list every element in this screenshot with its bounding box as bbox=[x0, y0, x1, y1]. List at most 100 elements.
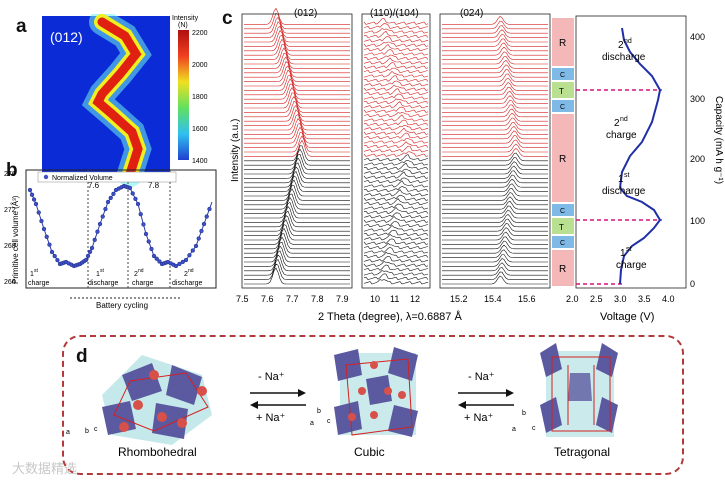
segment-word: discharge bbox=[172, 280, 202, 287]
xrd-trace bbox=[363, 186, 429, 192]
panel-b-label: b bbox=[6, 160, 18, 181]
xrd-trace bbox=[442, 275, 548, 285]
xrd-trace bbox=[244, 157, 350, 175]
volume-point bbox=[108, 195, 113, 201]
xrd-trace bbox=[363, 93, 429, 100]
axis-label: b bbox=[522, 410, 526, 417]
phase-label: T bbox=[559, 223, 564, 232]
xrd-trace bbox=[442, 20, 548, 30]
xrd-trace bbox=[442, 64, 548, 74]
axis-label: a bbox=[310, 420, 314, 427]
xrd-trace bbox=[442, 60, 548, 69]
xrd-trace bbox=[244, 92, 350, 109]
volume-point bbox=[31, 197, 37, 202]
xrd-trace bbox=[363, 127, 429, 135]
xrd-trace bbox=[363, 261, 429, 267]
volume-point bbox=[193, 243, 199, 249]
segment-word: discharge bbox=[88, 280, 118, 287]
arrow-bottom-label: + Na⁺ bbox=[256, 412, 286, 424]
xrd-trace bbox=[363, 43, 429, 52]
phase-label: C bbox=[560, 72, 565, 79]
colorbar-tick: 1400 bbox=[192, 158, 208, 165]
xrd-trace bbox=[442, 223, 548, 232]
xrd-trace bbox=[244, 29, 350, 47]
xrd-trace bbox=[442, 178, 548, 188]
phase-C bbox=[552, 236, 574, 248]
xrd-trace bbox=[244, 145, 350, 162]
volume-point bbox=[85, 253, 91, 259]
volume-point bbox=[29, 192, 35, 197]
xrd-trace bbox=[363, 98, 429, 104]
xrd-trace bbox=[363, 255, 429, 263]
xrd-trace bbox=[244, 210, 350, 228]
legend-text: Normalized Volume bbox=[52, 175, 113, 182]
xrd-trace bbox=[244, 44, 350, 60]
xrd-trace bbox=[244, 104, 350, 122]
xrd-trace bbox=[442, 196, 548, 206]
axis-label: c bbox=[532, 425, 536, 432]
xrd-trace bbox=[363, 138, 429, 144]
xtick: 7.9 bbox=[336, 294, 349, 304]
volume-point bbox=[154, 256, 159, 261]
volume-point bbox=[55, 258, 60, 263]
xrd-panel-012 bbox=[244, 7, 350, 285]
xrd-trace bbox=[244, 162, 350, 179]
xrd-trace bbox=[442, 69, 548, 78]
volume-point bbox=[97, 221, 103, 227]
xrd-trace bbox=[363, 101, 429, 109]
xrd-trace bbox=[442, 244, 548, 254]
xrd-trace bbox=[363, 252, 429, 258]
xrd-trace bbox=[442, 46, 548, 56]
phase-R bbox=[552, 114, 574, 202]
voltage-tick: 4.0 bbox=[662, 294, 675, 304]
xrd-trace bbox=[363, 247, 429, 254]
segment-word: charge bbox=[132, 280, 154, 287]
xrd-trace bbox=[442, 240, 548, 250]
xrd-trace bbox=[363, 23, 429, 30]
axis-label: c bbox=[94, 426, 98, 433]
peak-title: (110)/(104) bbox=[370, 8, 419, 19]
curve-label-num: 2 bbox=[618, 40, 624, 51]
xrd-trace bbox=[244, 52, 350, 69]
xrd-trace bbox=[442, 16, 548, 25]
volume-point bbox=[36, 210, 41, 215]
volume-point bbox=[41, 226, 47, 232]
xrd-trace bbox=[442, 188, 548, 197]
xrd-trace bbox=[442, 29, 548, 38]
capacity-tick: 200 bbox=[690, 154, 705, 164]
volume-point bbox=[87, 249, 93, 254]
volume-point bbox=[141, 222, 146, 227]
xrd-trace bbox=[363, 70, 429, 78]
watermark: 大数据精选 bbox=[12, 461, 78, 476]
peak-title: (024) bbox=[460, 8, 483, 19]
xrd-trace bbox=[363, 180, 429, 188]
volume-point bbox=[133, 196, 138, 202]
xrd-trace bbox=[442, 267, 548, 276]
xrd-trace bbox=[442, 174, 548, 184]
structure-label: Cubic bbox=[354, 445, 385, 459]
xrd-trace bbox=[442, 161, 548, 170]
xrd-trace bbox=[363, 168, 429, 175]
panel-a-label: a bbox=[16, 16, 27, 37]
xrd-trace bbox=[363, 88, 429, 96]
phase-C bbox=[552, 204, 574, 216]
volume-point bbox=[33, 201, 39, 207]
xrd-trace bbox=[244, 202, 350, 219]
phase-label: R bbox=[559, 264, 566, 275]
xrd-trace bbox=[442, 95, 548, 104]
volume-point bbox=[207, 206, 212, 212]
xrd-trace bbox=[363, 224, 429, 232]
volume-point bbox=[39, 218, 44, 224]
xtick: 11 bbox=[390, 294, 399, 304]
voltage-tick: 3.5 bbox=[638, 294, 651, 304]
xrd-trace bbox=[363, 141, 429, 148]
xrd-trace bbox=[442, 152, 548, 162]
volume-point bbox=[190, 248, 195, 253]
voltage-tick: 3.0 bbox=[614, 294, 627, 304]
xrd-frame bbox=[361, 13, 431, 289]
phase-C bbox=[552, 68, 574, 80]
volume-point bbox=[173, 263, 179, 269]
volume-point bbox=[89, 245, 95, 251]
panel-a-heatmap: (012) Intensity (N) 2200 2000 1800 1600 … bbox=[42, 14, 208, 190]
volume-point bbox=[95, 229, 100, 234]
